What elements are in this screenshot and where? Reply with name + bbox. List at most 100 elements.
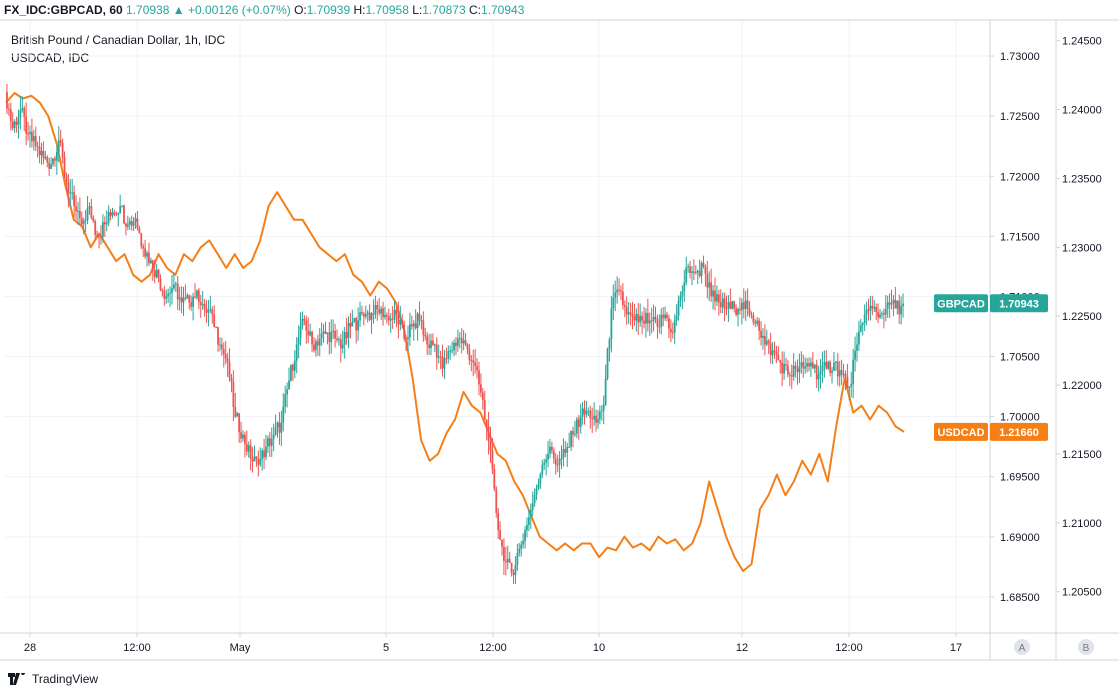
- candle-body: [612, 297, 615, 309]
- candle-body: [441, 356, 444, 369]
- close-value: 1.70943: [480, 3, 525, 17]
- candle-body: [103, 222, 106, 225]
- candle-body: [324, 331, 327, 334]
- axis-b-button[interactable]: B: [1078, 639, 1094, 655]
- main-series-title[interactable]: British Pound / Canadian Dollar, 1h, IDC: [11, 33, 226, 47]
- gbpcad-candle: [556, 454, 559, 473]
- candle-body: [209, 309, 212, 311]
- gbpcad-candle: [128, 217, 131, 230]
- gbpcad-candle: [669, 319, 672, 343]
- candle-body: [286, 389, 289, 395]
- gbpcad-candle: [75, 195, 77, 220]
- compare-series-title[interactable]: USDCAD, IDC: [11, 51, 90, 65]
- gbpcad-candle: [38, 135, 41, 164]
- candle-body: [639, 316, 642, 323]
- candle-body: [566, 447, 569, 453]
- usd-tick-label: 1.23000: [1062, 242, 1102, 254]
- gbpcad-candle: [879, 308, 881, 320]
- gbpcad-candle: [297, 325, 300, 359]
- candle-body: [666, 314, 668, 319]
- candle-body: [153, 270, 156, 278]
- usd-tick-label: 1.22000: [1062, 380, 1102, 392]
- gbpcad-candle: [101, 214, 104, 243]
- candle-body: [570, 430, 572, 447]
- candle-body: [109, 212, 112, 216]
- candle-body: [740, 302, 743, 311]
- gbpcad-candle: [362, 311, 365, 326]
- gbpcad-candle: [395, 305, 398, 328]
- usdcad-badge-value-bg: [990, 422, 1048, 441]
- close-label: C:: [468, 3, 481, 17]
- candle-body: [869, 305, 872, 311]
- candle-body: [886, 302, 889, 309]
- gbpcad-badge-value-bg: [990, 294, 1048, 313]
- candle-body: [359, 312, 361, 321]
- gbpcad-candle: [451, 341, 454, 354]
- candle-body: [765, 340, 768, 345]
- candle-body: [808, 363, 810, 367]
- gbpcad-candle: [205, 300, 208, 323]
- gbpcad-candle: [330, 319, 333, 354]
- candle-body: [351, 321, 354, 327]
- candle-body: [184, 297, 187, 299]
- candle-body: [401, 319, 404, 325]
- candle-body: [372, 313, 375, 315]
- gbpcad-candle: [77, 202, 79, 225]
- gbpcad-candle: [733, 300, 736, 313]
- candle-body: [771, 350, 774, 356]
- candle-body: [731, 301, 734, 309]
- gbpcad-candle: [729, 288, 732, 310]
- candle-body: [224, 354, 227, 359]
- gbpcad-candle: [894, 286, 897, 309]
- gbpcad-candle: [746, 288, 749, 317]
- candle-body: [675, 315, 678, 321]
- candle-body: [426, 336, 429, 345]
- gbpcad-candle: [522, 533, 525, 549]
- gbpcad-candle: [671, 322, 674, 339]
- candle-body: [504, 560, 507, 563]
- gbpcad-candle: [119, 194, 122, 214]
- tradingview-logo[interactable]: TradingView: [8, 672, 98, 686]
- symbol-label[interactable]: FX_IDC:GBPCAD, 60: [4, 3, 123, 17]
- candle-body: [272, 434, 275, 439]
- candle-body: [36, 146, 39, 148]
- gbpcad-candle: [462, 330, 465, 351]
- candle-body: [589, 410, 592, 419]
- candle-body: [61, 142, 64, 158]
- gbpcad-candle: [313, 337, 315, 353]
- gbpcad-candle: [240, 421, 242, 443]
- gbpcad-candle: [393, 300, 396, 324]
- candle-body: [877, 311, 879, 318]
- candle-body: [297, 338, 300, 345]
- gbpcad-candle: [222, 342, 225, 368]
- gbpcad-candle: [788, 371, 791, 387]
- candle-body: [282, 406, 285, 423]
- gbpcad-candle: [25, 102, 28, 146]
- gbpcad-candle: [821, 351, 824, 383]
- candle-body: [59, 140, 62, 143]
- axis-a-button[interactable]: A: [1014, 639, 1030, 655]
- gbpcad-candle: [704, 264, 707, 287]
- gbpcad-candle: [21, 96, 24, 113]
- candle-body: [854, 350, 856, 360]
- gbpcad-candle: [863, 304, 866, 332]
- candle-body: [25, 116, 28, 134]
- candle-body: [307, 330, 310, 336]
- candle-body: [163, 291, 166, 299]
- candle-body: [846, 376, 849, 389]
- gbpcad-candle: [414, 309, 417, 330]
- candle-body: [203, 304, 206, 309]
- gbpcad-candle: [182, 286, 185, 316]
- gbpcad-candle: [731, 300, 734, 310]
- gbpcad-candle: [113, 209, 116, 217]
- gbpcad-candle: [378, 297, 381, 316]
- gbpcad-candle: [236, 411, 239, 417]
- gbpcad-candle: [581, 401, 584, 425]
- gbpcad-candle: [389, 313, 392, 334]
- candle-body: [456, 338, 459, 346]
- gbpcad-candle: [121, 205, 123, 208]
- gbpcad-candle: [203, 299, 206, 317]
- gbpcad-candle: [338, 336, 340, 346]
- candle-body: [11, 121, 14, 129]
